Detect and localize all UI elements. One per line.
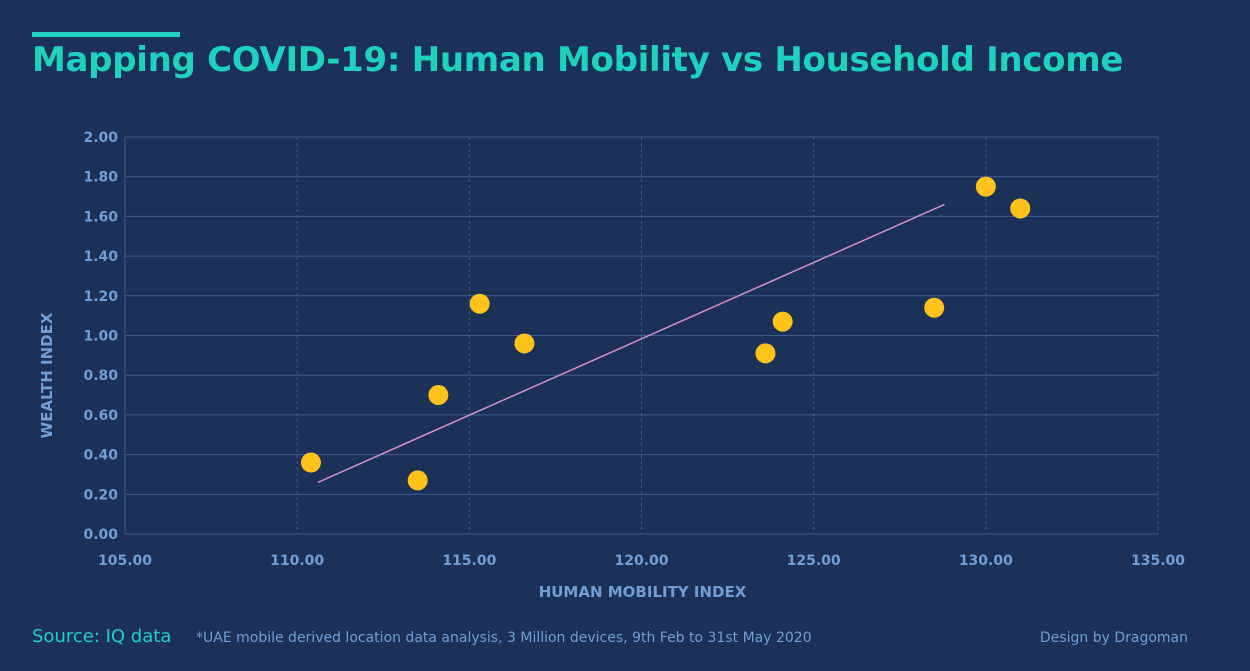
data-point (469, 293, 490, 314)
x-tick-label: 115.00 (442, 553, 496, 569)
data-point (975, 176, 996, 197)
x-tick-label: 125.00 (787, 553, 841, 569)
design-credit: Design by Dragoman (1039, 630, 1188, 646)
y-tick-label: 1.20 (83, 289, 118, 305)
y-tick-label: 1.60 (83, 209, 118, 225)
data-point (407, 470, 428, 491)
data-point (772, 311, 793, 332)
y-axis-title: WEALTH INDEX (38, 312, 56, 438)
x-tick-label: 110.00 (270, 553, 324, 569)
data-point (924, 297, 945, 318)
footnote: *UAE mobile derived location data analys… (196, 630, 812, 646)
x-tick-label: 130.00 (959, 553, 1013, 569)
y-tick-label: 0.80 (83, 368, 118, 384)
y-tick-label: 0.40 (83, 448, 118, 464)
data-point (1010, 198, 1031, 219)
x-tick-label: 105.00 (98, 553, 152, 569)
y-tick-label: 0.60 (83, 408, 118, 424)
data-point (755, 343, 776, 364)
y-tick-label: 0.00 (83, 527, 118, 543)
x-tick-label: 120.00 (614, 553, 668, 569)
source-label: Source: IQ data (32, 626, 172, 647)
y-tick-label: 2.00 (83, 130, 118, 146)
data-point (514, 333, 535, 354)
y-tick-label: 1.40 (83, 249, 118, 265)
y-tick-label: 1.80 (83, 170, 118, 186)
chart-title: Mapping COVID-19: Human Mobility vs Hous… (32, 40, 1124, 80)
x-axis-title: HUMAN MOBILITY INDEX (539, 583, 747, 601)
x-tick-label: 135.00 (1131, 553, 1185, 569)
y-tick-label: 0.20 (83, 487, 118, 503)
y-tick-label: 1.00 (83, 329, 118, 345)
data-point (428, 385, 449, 406)
data-point (300, 452, 321, 473)
title-accent-bar (32, 32, 180, 37)
trendline (317, 203, 945, 484)
